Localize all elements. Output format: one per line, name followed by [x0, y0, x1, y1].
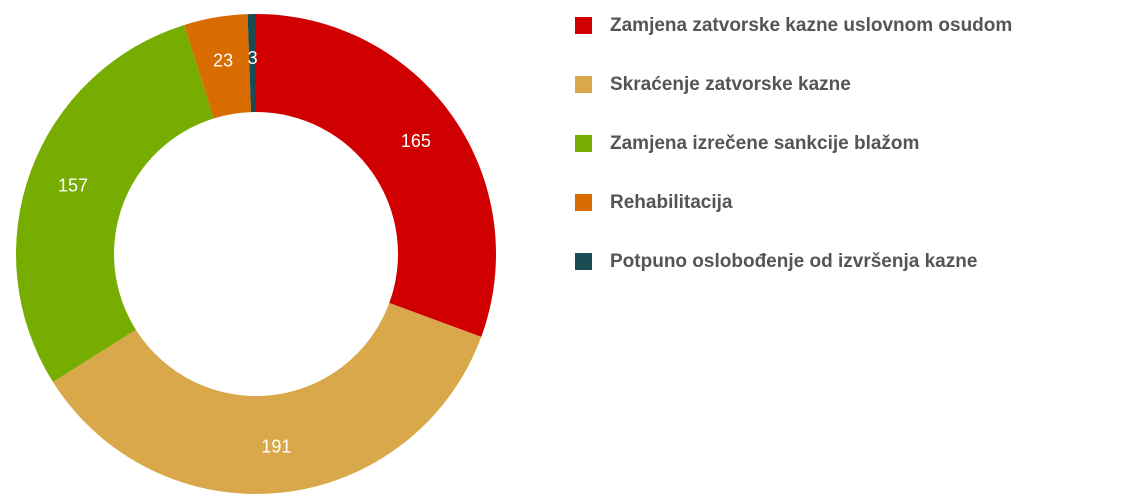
legend-label: Zamjena zatvorske kazne uslovnom osudom: [610, 15, 1012, 36]
legend-swatch: [575, 253, 592, 270]
donut-slice: [184, 14, 252, 119]
legend-label: Zamjena izrečene sankcije blažom: [610, 133, 919, 154]
data-label: 3: [248, 48, 258, 68]
legend-swatch: [575, 194, 592, 211]
legend-label: Skraćenje zatvorske kazne: [610, 74, 851, 95]
data-label: 23: [213, 51, 233, 71]
data-label: 191: [261, 437, 291, 457]
legend-swatch: [575, 76, 592, 93]
legend-label: Rehabilitacija: [610, 192, 733, 213]
legend-swatch: [575, 17, 592, 34]
donut-slice: [247, 14, 256, 113]
donut-slice: [15, 24, 214, 382]
donut-slice: [52, 303, 482, 494]
legend-swatch: [575, 135, 592, 152]
legend-label: Potpuno oslobođenje od izvršenja kazne: [610, 251, 977, 272]
data-label: 157: [58, 175, 88, 195]
data-label: 165: [401, 131, 431, 151]
donut-slice: [256, 14, 496, 337]
